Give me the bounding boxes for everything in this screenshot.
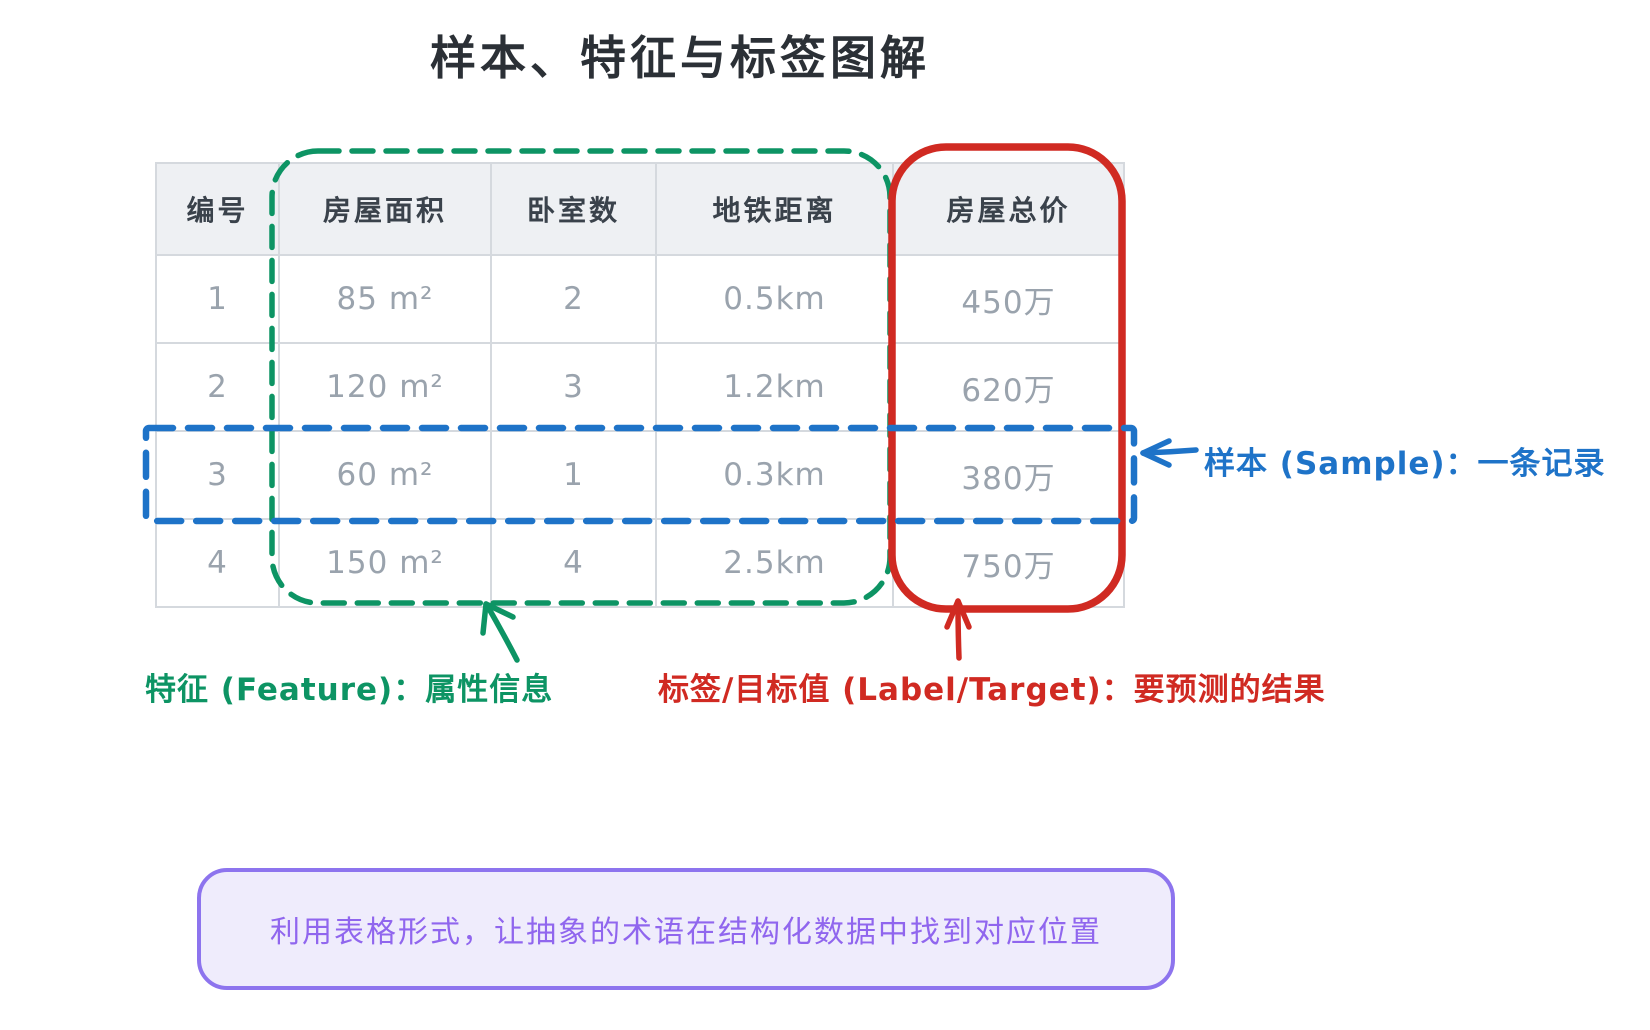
header-cell-area: 房屋面积 (278, 162, 492, 256)
table-cell: 4 (155, 518, 280, 608)
table-cell: 620万 (892, 342, 1125, 432)
label-arrow-icon (944, 598, 972, 661)
feature-arrow-icon (480, 601, 520, 663)
table-cell: 750万 (892, 518, 1125, 608)
summary-note: 利用表格形式，让抽象的术语在结构化数据中找到对应位置 (197, 868, 1175, 990)
table-cell: 2.5km (655, 518, 894, 608)
table-cell: 3 (155, 430, 280, 520)
table-cell: 0.3km (655, 430, 894, 520)
table-row-sample: 3 60 m² 1 0.3km 380万 (155, 430, 1125, 520)
table-cell: 3 (490, 342, 657, 432)
label-annotation: 标签/目标值 (Label/Target)：要预测的结果 (658, 672, 1326, 708)
table-cell: 1.2km (655, 342, 894, 432)
summary-note-text: 利用表格形式，让抽象的术语在结构化数据中找到对应位置 (270, 915, 1102, 950)
feature-annotation: 特征 (Feature)：属性信息 (145, 672, 554, 708)
header-cell-id: 编号 (155, 162, 280, 256)
diagram-title: 样本、特征与标签图解 (430, 31, 930, 85)
table-cell: 60 m² (278, 430, 492, 520)
sample-annotation: 样本 (Sample)：一条记录 (1204, 446, 1606, 482)
header-cell-price: 房屋总价 (892, 162, 1125, 256)
table-cell: 380万 (892, 430, 1125, 520)
table-cell: 1 (490, 430, 657, 520)
table-cell: 2 (490, 254, 657, 344)
sample-arrow-icon (1140, 438, 1199, 468)
table-cell: 1 (155, 254, 280, 344)
table-cell: 4 (490, 518, 657, 608)
table-cell: 0.5km (655, 254, 894, 344)
header-cell-metro: 地铁距离 (655, 162, 894, 256)
table-cell: 2 (155, 342, 280, 432)
housing-data-table: 编号 房屋面积 卧室数 地铁距离 房屋总价 1 85 m² 2 0.5km 45… (155, 162, 1125, 608)
table-header-row: 编号 房屋面积 卧室数 地铁距离 房屋总价 (155, 162, 1125, 256)
table-cell: 120 m² (278, 342, 492, 432)
table-row: 2 120 m² 3 1.2km 620万 (155, 342, 1125, 432)
header-cell-bedrooms: 卧室数 (490, 162, 657, 256)
table-cell: 450万 (892, 254, 1125, 344)
table-cell: 85 m² (278, 254, 492, 344)
table-cell: 150 m² (278, 518, 492, 608)
table-row: 4 150 m² 4 2.5km 750万 (155, 518, 1125, 608)
table-row: 1 85 m² 2 0.5km 450万 (155, 254, 1125, 344)
